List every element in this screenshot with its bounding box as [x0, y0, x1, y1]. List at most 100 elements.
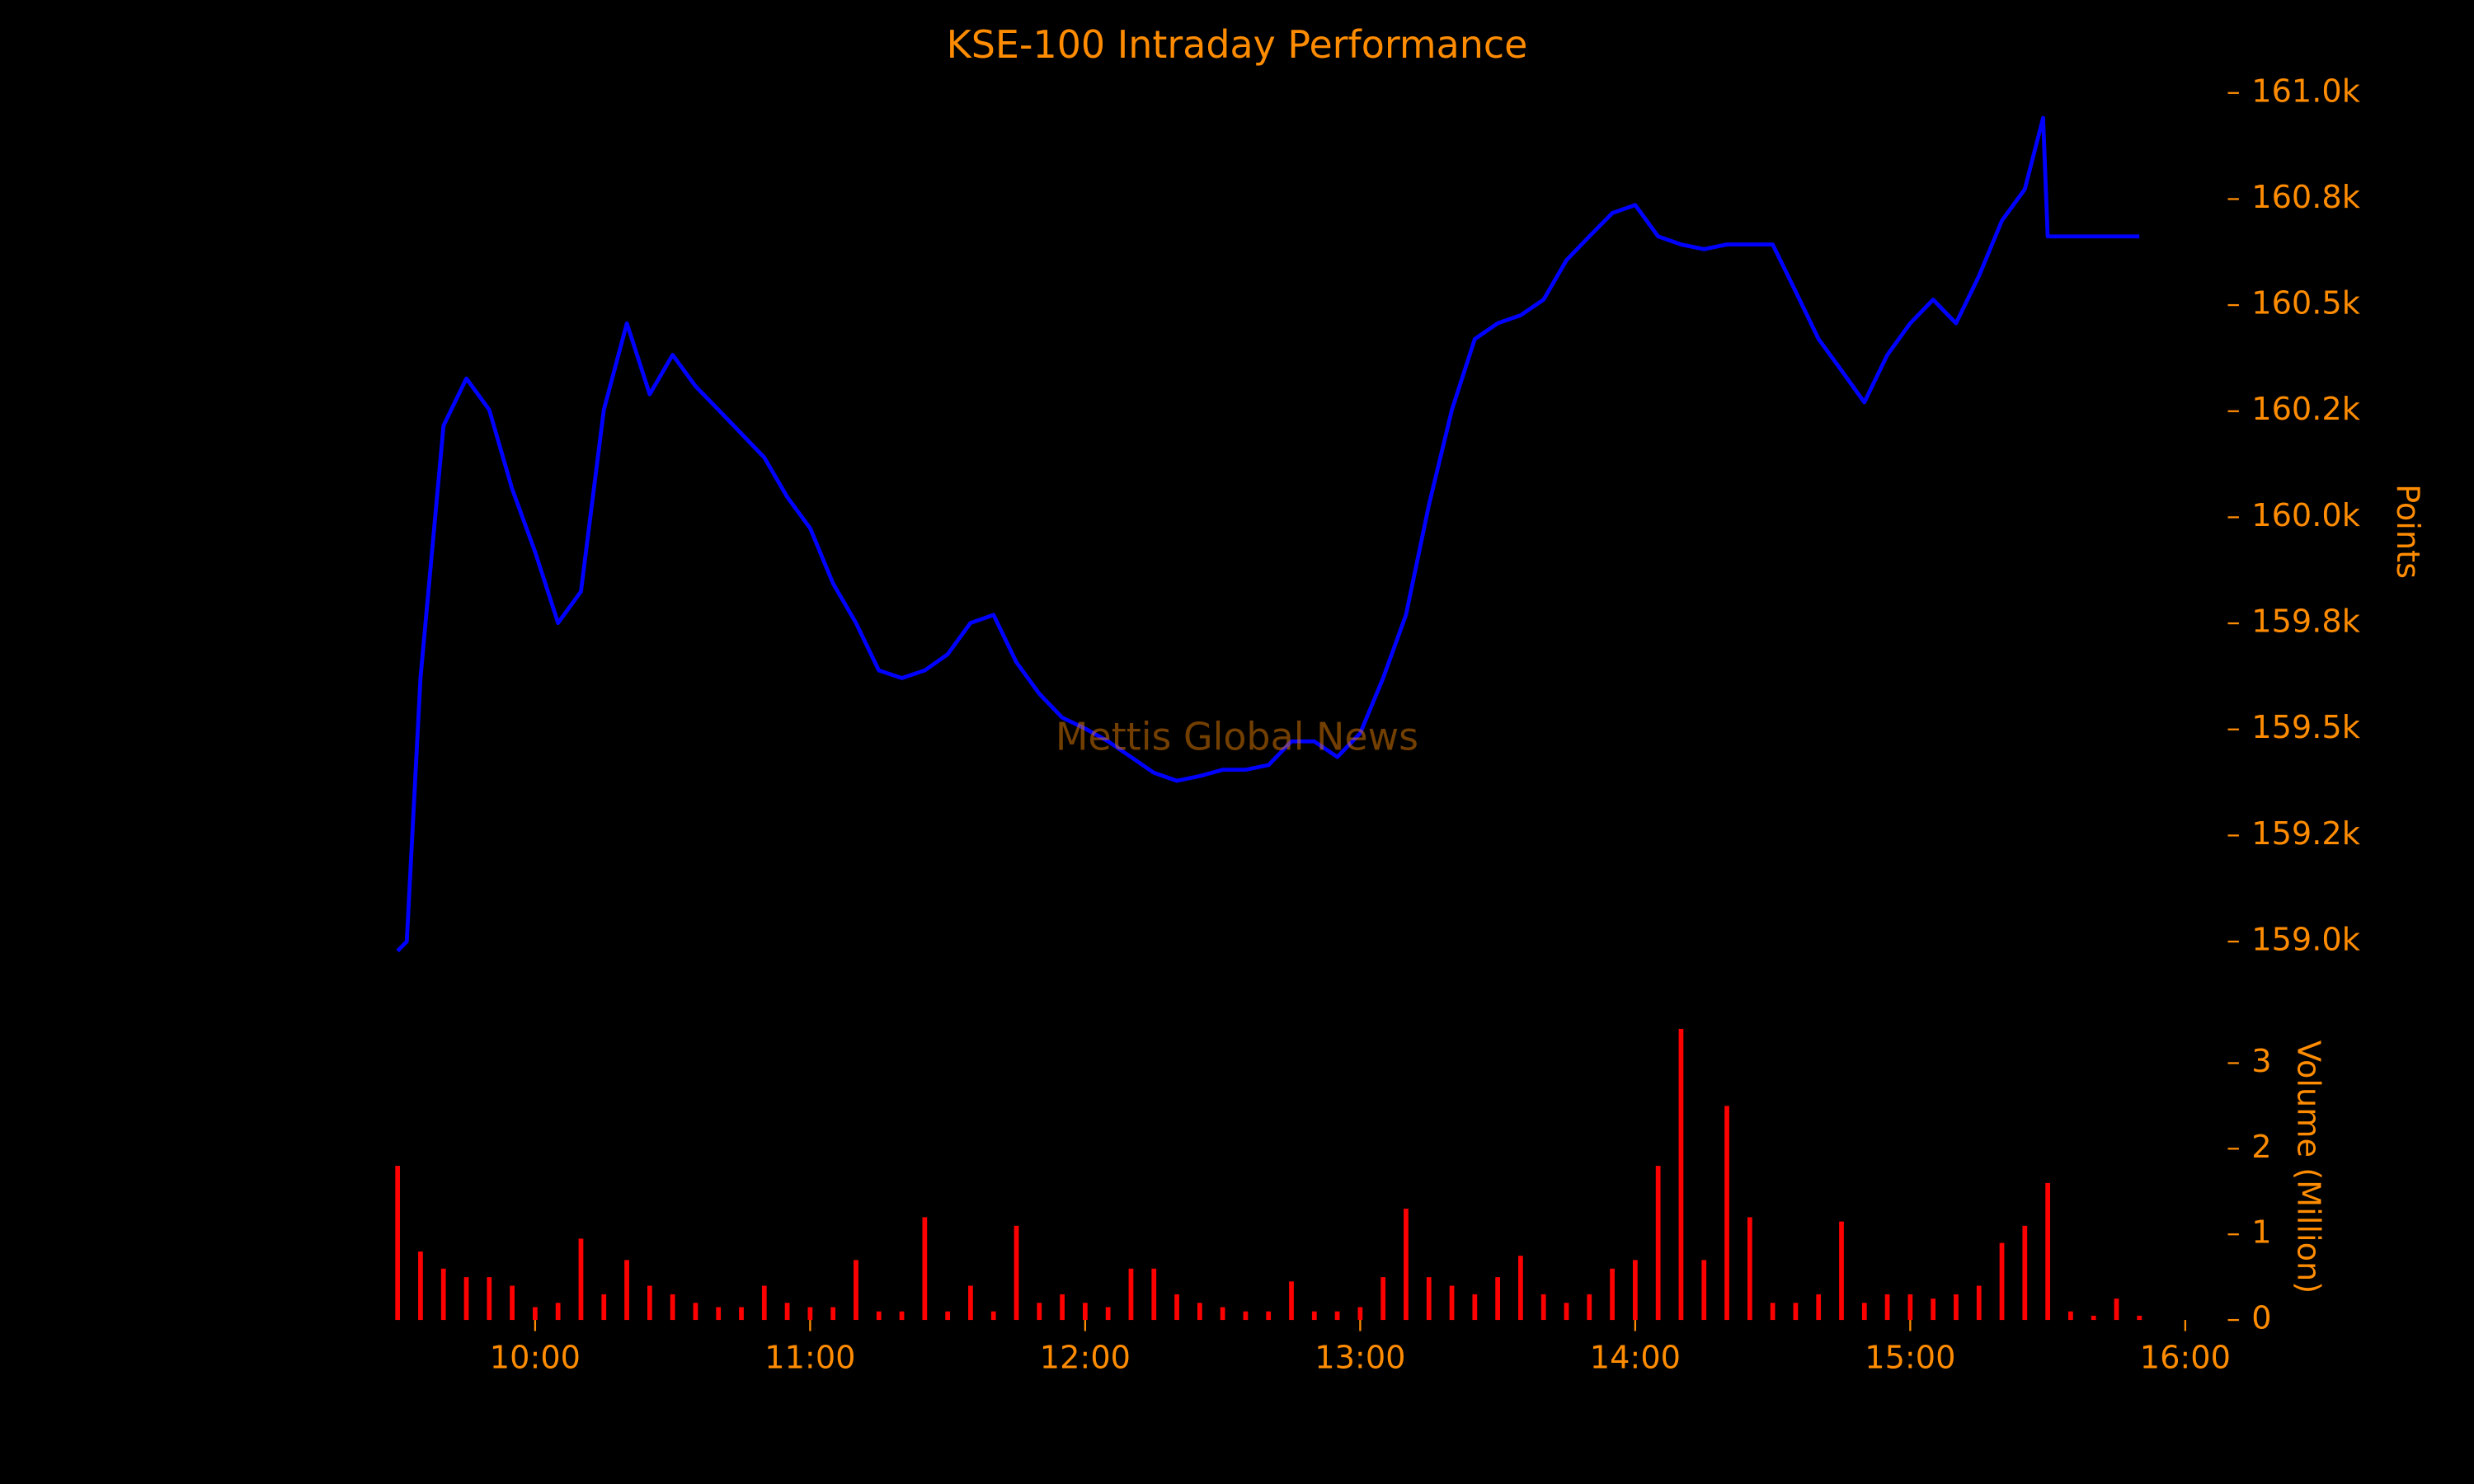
x-tick-label: 10:00	[490, 1339, 581, 1376]
y-tick-label: 159.0k	[2251, 922, 2361, 959]
volume-bar	[624, 1260, 629, 1321]
volume-bar	[1610, 1268, 1615, 1321]
volume-bar	[1014, 1225, 1019, 1321]
y-tick-label: 160.0k	[2251, 497, 2361, 534]
x-tick-label: 11:00	[764, 1339, 855, 1376]
volume-bar	[1793, 1303, 1799, 1321]
volume-bar	[1540, 1294, 1546, 1321]
volume-bar	[1655, 1166, 1661, 1321]
volume-bar	[1083, 1303, 1088, 1321]
y-tick-label: 0	[2251, 1300, 2271, 1337]
volume-bar	[418, 1251, 423, 1321]
volume-bar	[830, 1307, 836, 1321]
volume-bar	[487, 1277, 492, 1321]
y-tick-label: 3	[2251, 1043, 2271, 1080]
y-tick-label: 159.8k	[2251, 603, 2361, 641]
volume-bar	[670, 1294, 675, 1321]
volume-bar	[440, 1268, 446, 1321]
volume-bar	[2068, 1311, 2073, 1321]
y-axis-label: Points	[2389, 484, 2426, 579]
volume-bar	[1884, 1294, 1890, 1321]
volume-bar	[1678, 1028, 1684, 1321]
volume-bar	[1060, 1294, 1065, 1321]
price-line	[396, 115, 2140, 953]
volume-bar	[1976, 1285, 1982, 1321]
volume-bar	[1770, 1303, 1776, 1321]
volume-bar	[1311, 1311, 1317, 1321]
volume-bar	[922, 1217, 928, 1321]
y-tick-label: 159.2k	[2251, 815, 2361, 852]
volume-bar	[1999, 1242, 2005, 1321]
y-tick-label: 2	[2251, 1129, 2271, 1166]
volume-bar	[1861, 1303, 1867, 1321]
volume-bar	[510, 1285, 515, 1321]
x-tick-label: 12:00	[1040, 1339, 1131, 1376]
volume-bar	[1747, 1217, 1752, 1321]
volume-bar	[1404, 1209, 1409, 1321]
volume-bar	[1724, 1106, 1729, 1321]
volume-bar	[1518, 1256, 1523, 1321]
volume-bar	[945, 1311, 951, 1321]
volume-bar	[2022, 1225, 2028, 1321]
volume-bar	[1197, 1303, 1202, 1321]
volume-bar	[1380, 1277, 1386, 1321]
volume-bar	[968, 1285, 973, 1321]
volume-bar	[1816, 1294, 1822, 1321]
volume-bar	[1701, 1260, 1707, 1321]
volume-bar	[2137, 1315, 2142, 1321]
volume-bar	[1266, 1311, 1272, 1321]
volume-bar	[1243, 1311, 1249, 1321]
volume-bar	[784, 1303, 790, 1321]
volume-bar	[533, 1307, 538, 1321]
watermark: Mettis Global News	[1056, 715, 1418, 759]
chart-title: KSE-100 Intraday Performance	[947, 22, 1528, 67]
y-tick-label: 160.8k	[2251, 179, 2361, 216]
x-tick-label: 15:00	[1865, 1339, 1955, 1376]
volume-bar	[693, 1303, 698, 1321]
volume-bar	[1426, 1277, 1432, 1321]
y-axis-label: Volume (Million)	[2290, 1040, 2327, 1294]
volume-bar	[2045, 1182, 2050, 1321]
volume-bar	[1105, 1307, 1111, 1321]
volume-bar	[716, 1307, 722, 1321]
volume-bar	[1449, 1285, 1455, 1321]
volume-bar	[1495, 1277, 1501, 1321]
volume-bar	[555, 1303, 561, 1321]
volume-bar	[1289, 1281, 1294, 1321]
volume-bar	[1220, 1307, 1225, 1321]
volume-bar	[1931, 1298, 1936, 1321]
volume-bar	[1151, 1268, 1157, 1321]
y-tick-label: 161.0k	[2251, 73, 2361, 110]
volume-bar	[1587, 1294, 1592, 1321]
y-tick-label: 1	[2251, 1214, 2271, 1252]
x-tick-label: 16:00	[2140, 1339, 2231, 1376]
x-tick-label: 14:00	[1590, 1339, 1681, 1376]
volume-bar	[899, 1311, 905, 1321]
volume-bar	[761, 1285, 767, 1321]
volume-bar	[876, 1311, 882, 1321]
volume-bar	[1472, 1294, 1478, 1321]
volume-bar	[601, 1294, 607, 1321]
volume-bar	[1357, 1307, 1363, 1321]
volume-bar	[1839, 1221, 1844, 1321]
volume-bar	[1907, 1294, 1913, 1321]
volume-bar	[807, 1307, 813, 1321]
volume-bar	[395, 1166, 401, 1321]
y-tick-label: 160.2k	[2251, 391, 2361, 428]
y-tick-label: 160.5k	[2251, 285, 2361, 322]
volume-bar	[2114, 1298, 2119, 1321]
volume-bar	[1128, 1268, 1134, 1321]
volume-bar	[1037, 1303, 1042, 1321]
volume-bar	[1564, 1303, 1569, 1321]
y-tick-label: 159.5k	[2251, 709, 2361, 746]
x-tick-label: 13:00	[1315, 1339, 1405, 1376]
volume-bar	[463, 1277, 469, 1321]
volume-bar	[2091, 1315, 2096, 1321]
volume-bar	[578, 1238, 584, 1321]
volume-bar	[647, 1285, 652, 1321]
volume-bar	[990, 1311, 996, 1321]
volume-bar	[1954, 1294, 1959, 1321]
